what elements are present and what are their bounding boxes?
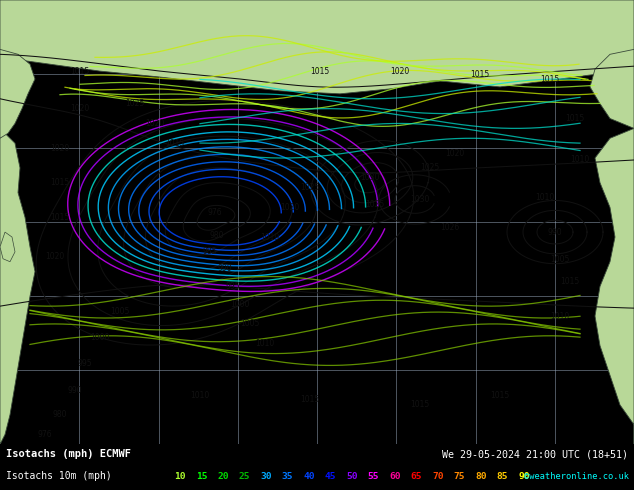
Text: 35: 35 xyxy=(281,472,294,481)
Text: 1010: 1010 xyxy=(256,339,275,348)
Text: 85: 85 xyxy=(497,472,508,481)
Polygon shape xyxy=(0,232,15,262)
Text: 1030: 1030 xyxy=(410,195,430,204)
Text: 1015: 1015 xyxy=(70,67,89,75)
Text: 1015: 1015 xyxy=(301,395,320,404)
Text: 70: 70 xyxy=(432,472,444,481)
Text: 1010: 1010 xyxy=(571,155,590,165)
Text: 10: 10 xyxy=(174,472,186,481)
Text: 1019: 1019 xyxy=(261,233,280,242)
Text: 1010: 1010 xyxy=(190,391,210,399)
Text: 1005: 1005 xyxy=(240,319,260,328)
Text: We 29-05-2024 21:00 UTC (18+51): We 29-05-2024 21:00 UTC (18+51) xyxy=(442,449,628,459)
Text: 1015: 1015 xyxy=(50,178,70,187)
Text: 75: 75 xyxy=(454,472,465,481)
Text: 80: 80 xyxy=(476,472,487,481)
Text: 1020: 1020 xyxy=(46,252,65,261)
Text: 980: 980 xyxy=(53,410,67,419)
Text: 90: 90 xyxy=(518,472,530,481)
Text: 1025: 1025 xyxy=(126,99,145,108)
Text: 1010: 1010 xyxy=(550,312,569,320)
Text: 985: 985 xyxy=(203,247,217,256)
Polygon shape xyxy=(0,49,35,138)
Text: 990: 990 xyxy=(217,264,232,273)
Text: 976: 976 xyxy=(37,430,53,439)
Text: 1025: 1025 xyxy=(365,200,385,209)
Text: 45: 45 xyxy=(325,472,336,481)
Text: 1020: 1020 xyxy=(145,119,165,128)
Text: 65: 65 xyxy=(411,472,422,481)
Text: 1020: 1020 xyxy=(50,144,70,153)
Text: 1015: 1015 xyxy=(566,114,585,123)
Text: 1020: 1020 xyxy=(280,203,300,212)
Text: Isotachs 10m (mph): Isotachs 10m (mph) xyxy=(6,471,112,481)
Text: 995: 995 xyxy=(226,282,240,291)
Text: 1015: 1015 xyxy=(560,277,579,286)
Text: 1020: 1020 xyxy=(391,67,410,75)
Text: 976: 976 xyxy=(208,208,223,217)
Text: 1005: 1005 xyxy=(110,307,130,316)
Text: 15: 15 xyxy=(196,472,207,481)
Polygon shape xyxy=(590,49,634,128)
Text: 1010: 1010 xyxy=(535,193,555,202)
Text: 60: 60 xyxy=(389,472,401,481)
Text: 30: 30 xyxy=(260,472,272,481)
Text: 1000: 1000 xyxy=(90,333,110,343)
Text: 1025: 1025 xyxy=(301,183,320,192)
Text: 1026: 1026 xyxy=(441,222,460,232)
Text: 55: 55 xyxy=(368,472,379,481)
Text: 1000: 1000 xyxy=(230,300,250,309)
Text: Isotachs (mph) ECMWF: Isotachs (mph) ECMWF xyxy=(6,449,131,459)
Text: 980: 980 xyxy=(210,231,224,240)
Text: 990: 990 xyxy=(548,227,562,237)
Text: 1015: 1015 xyxy=(165,139,184,147)
Text: 995: 995 xyxy=(78,359,93,368)
Text: 1025: 1025 xyxy=(420,163,439,172)
Text: 1030: 1030 xyxy=(360,173,380,182)
Text: 1015: 1015 xyxy=(50,213,70,222)
Polygon shape xyxy=(595,128,634,444)
Text: 1015: 1015 xyxy=(540,74,560,83)
Text: 20: 20 xyxy=(217,472,229,481)
Polygon shape xyxy=(0,128,35,444)
Text: 25: 25 xyxy=(239,472,250,481)
Text: 1015: 1015 xyxy=(470,70,489,78)
Polygon shape xyxy=(0,0,634,94)
Text: 990: 990 xyxy=(68,386,82,394)
Text: ©weatheronline.co.uk: ©weatheronline.co.uk xyxy=(524,472,629,481)
Text: 1015: 1015 xyxy=(490,391,510,399)
Text: 1005: 1005 xyxy=(550,255,570,264)
Text: 50: 50 xyxy=(346,472,358,481)
Text: 1015: 1015 xyxy=(410,400,430,410)
Text: 1015: 1015 xyxy=(311,67,330,75)
Text: 1020: 1020 xyxy=(445,148,465,158)
Text: 40: 40 xyxy=(303,472,314,481)
Text: 1020: 1020 xyxy=(70,104,89,113)
